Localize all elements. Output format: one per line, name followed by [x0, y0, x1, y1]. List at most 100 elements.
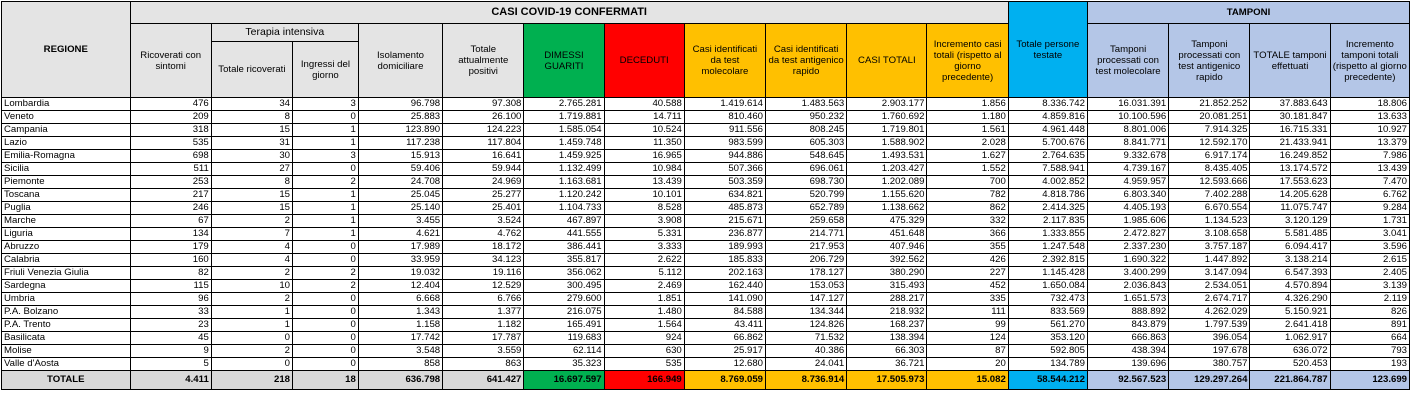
- cell-ingressi-del-giorno: 3: [292, 149, 359, 163]
- cell-incremento-tamponi: 1.731: [1329, 214, 1411, 228]
- header-regione: REGIONE: [1, 1, 131, 98]
- cell-totale-tamponi: 6.094.417: [1249, 240, 1331, 254]
- cell-totale-ricoverati: 15: [210, 201, 294, 215]
- cell-incremento-tamponi: 13.379: [1329, 136, 1411, 150]
- cell-totale-ricoverati: 34: [210, 97, 294, 111]
- cell-dimessi-guariti: 1.132.499: [523, 162, 605, 176]
- table-row: Toscana 217 15 1 25.045 25.277 1.120.242 10.101…: [1, 188, 1411, 202]
- cell-totale-tamponi: 21.433.941: [1249, 136, 1331, 150]
- cell-casi-totali: 392.562: [846, 253, 928, 267]
- cell-incremento-tamponi: 13.633: [1329, 110, 1411, 124]
- cell-casi-test-antigenico: 217.953: [765, 240, 848, 254]
- cell-totale-persone-testate: 353.120: [1007, 331, 1088, 345]
- cell-casi-test-antigenico: 206.729: [765, 253, 848, 267]
- cell-totale-tamponi: 6.547.393: [1249, 266, 1331, 280]
- cell-deceduti: 3.333: [603, 240, 685, 254]
- cell-tamponi-molecolare: 4.739.167: [1086, 162, 1170, 176]
- cell-tamponi-antigenico: 20.081.251: [1168, 110, 1251, 124]
- total-ingressi-del-giorno: 18: [292, 370, 359, 390]
- cell-tamponi-molecolare: 4.405.193: [1086, 201, 1170, 215]
- cell-casi-test-molecolare: 141.090: [683, 292, 767, 306]
- cell-incremento-casi-totali: 335: [926, 292, 1009, 306]
- cell-incremento-casi-totali: 111: [926, 305, 1009, 319]
- cell-totale-attualmente-positivi: 863: [442, 357, 525, 371]
- cell-regione: P.A. Trento: [1, 318, 131, 332]
- table-row: Sardegna 115 10 2 12.404 12.529 300.495 2.469 16…: [1, 279, 1411, 293]
- cell-incremento-casi-totali: 1.552: [926, 162, 1009, 176]
- cell-totale-persone-testate: 1.650.084: [1007, 279, 1088, 293]
- cell-totale-ricoverati: 30: [210, 149, 294, 163]
- cell-casi-test-molecolare: 215.671: [683, 214, 767, 228]
- cell-ingressi-del-giorno: 1: [292, 123, 359, 137]
- cell-casi-test-molecolare: 189.993: [683, 240, 767, 254]
- cell-totale-ricoverati: 27: [210, 162, 294, 176]
- cell-ingressi-del-giorno: 1: [292, 227, 359, 241]
- cell-tamponi-antigenico: 3.147.094: [1168, 266, 1251, 280]
- cell-casi-test-molecolare: 25.917: [683, 344, 767, 358]
- header-casi-test-molecolare: Casi identificati da test molecolare: [683, 23, 767, 98]
- cell-totale-attualmente-positivi: 19.116: [442, 266, 525, 280]
- cell-casi-totali: 1.588.902: [846, 136, 928, 150]
- cell-casi-totali: 288.217: [846, 292, 928, 306]
- cell-totale-attualmente-positivi: 97.308: [442, 97, 525, 111]
- cell-tamponi-molecolare: 666.863: [1086, 331, 1170, 345]
- cell-totale-ricoverati: 0: [210, 331, 294, 345]
- table-row: Emilia-Romagna 698 30 3 15.913 16.641 1.459.92…: [1, 149, 1411, 163]
- cell-tamponi-molecolare: 1.985.606: [1086, 214, 1170, 228]
- cell-totale-attualmente-positivi: 59.944: [442, 162, 525, 176]
- cell-casi-test-molecolare: 202.163: [683, 266, 767, 280]
- cell-ingressi-del-giorno: 0: [292, 318, 359, 332]
- cell-ricoverati-con-sintomi: 33: [129, 305, 212, 319]
- cell-incremento-casi-totali: 355: [926, 240, 1009, 254]
- header-totale-attualmente-positivi: Totale attualmente positivi: [442, 23, 525, 98]
- cell-tamponi-antigenico: 6.670.554: [1168, 201, 1251, 215]
- cell-tamponi-molecolare: 1.690.322: [1086, 253, 1170, 267]
- cell-incremento-tamponi: 826: [1329, 305, 1411, 319]
- cell-totale-ricoverati: 8: [210, 175, 294, 189]
- cell-incremento-tamponi: 9.284: [1329, 201, 1411, 215]
- cell-incremento-casi-totali: 2.028: [926, 136, 1009, 150]
- cell-deceduti: 1.851: [603, 292, 685, 306]
- header-ingressi-del-giorno: Ingressi del giorno: [292, 41, 359, 98]
- cell-regione: Valle d'Aosta: [1, 357, 131, 371]
- cell-casi-test-molecolare: 983.599: [683, 136, 767, 150]
- cell-casi-test-molecolare: 43.411: [683, 318, 767, 332]
- cell-regione: Sardegna: [1, 279, 131, 293]
- cell-totale-tamponi: 13.174.572: [1249, 162, 1331, 176]
- cell-totale-attualmente-positivi: 18.172: [442, 240, 525, 254]
- cell-ingressi-del-giorno: 2: [292, 175, 359, 189]
- cell-dimessi-guariti: 1.459.925: [523, 149, 605, 163]
- cell-casi-test-antigenico: 214.771: [765, 227, 848, 241]
- cell-ingressi-del-giorno: 1: [292, 214, 359, 228]
- cell-isolamento-domiciliare: 19.032: [357, 266, 444, 280]
- cell-casi-test-molecolare: 507.366: [683, 162, 767, 176]
- cell-incremento-casi-totali: 426: [926, 253, 1009, 267]
- cell-totale-attualmente-positivi: 6.766: [442, 292, 525, 306]
- cell-casi-totali: 1.202.089: [846, 175, 928, 189]
- total-dimessi-guariti: 16.697.597: [523, 370, 605, 390]
- cell-totale-ricoverati: 2: [210, 214, 294, 228]
- cell-tamponi-molecolare: 9.332.678: [1086, 149, 1170, 163]
- cell-dimessi-guariti: 119.683: [523, 331, 605, 345]
- cell-totale-persone-testate: 561.270: [1007, 318, 1088, 332]
- cell-totale-ricoverati: 0: [210, 357, 294, 371]
- cell-tamponi-molecolare: 2.472.827: [1086, 227, 1170, 241]
- table-row: Abruzzo 179 4 0 17.989 18.172 386.441 3.333 189.…: [1, 240, 1411, 254]
- cell-casi-test-antigenico: 808.245: [765, 123, 848, 137]
- cell-tamponi-antigenico: 12.592.170: [1168, 136, 1251, 150]
- cell-ingressi-del-giorno: 1: [292, 188, 359, 202]
- cell-dimessi-guariti: 1.163.681: [523, 175, 605, 189]
- cell-totale-attualmente-positivi: 124.223: [442, 123, 525, 137]
- cell-incremento-tamponi: 193: [1329, 357, 1411, 371]
- cell-incremento-casi-totali: 862: [926, 201, 1009, 215]
- cell-regione: Liguria: [1, 227, 131, 241]
- cell-totale-tamponi: 3.138.214: [1249, 253, 1331, 267]
- cell-regione: P.A. Bolzano: [1, 305, 131, 319]
- cell-incremento-casi-totali: 782: [926, 188, 1009, 202]
- cell-ingressi-del-giorno: 0: [292, 305, 359, 319]
- header-tamponi-group: TAMPONI: [1086, 1, 1411, 24]
- cell-ingressi-del-giorno: 0: [292, 162, 359, 176]
- cell-totale-persone-testate: 4.961.448: [1007, 123, 1088, 137]
- cell-dimessi-guariti: 467.897: [523, 214, 605, 228]
- cell-isolamento-domiciliare: 25.140: [357, 201, 444, 215]
